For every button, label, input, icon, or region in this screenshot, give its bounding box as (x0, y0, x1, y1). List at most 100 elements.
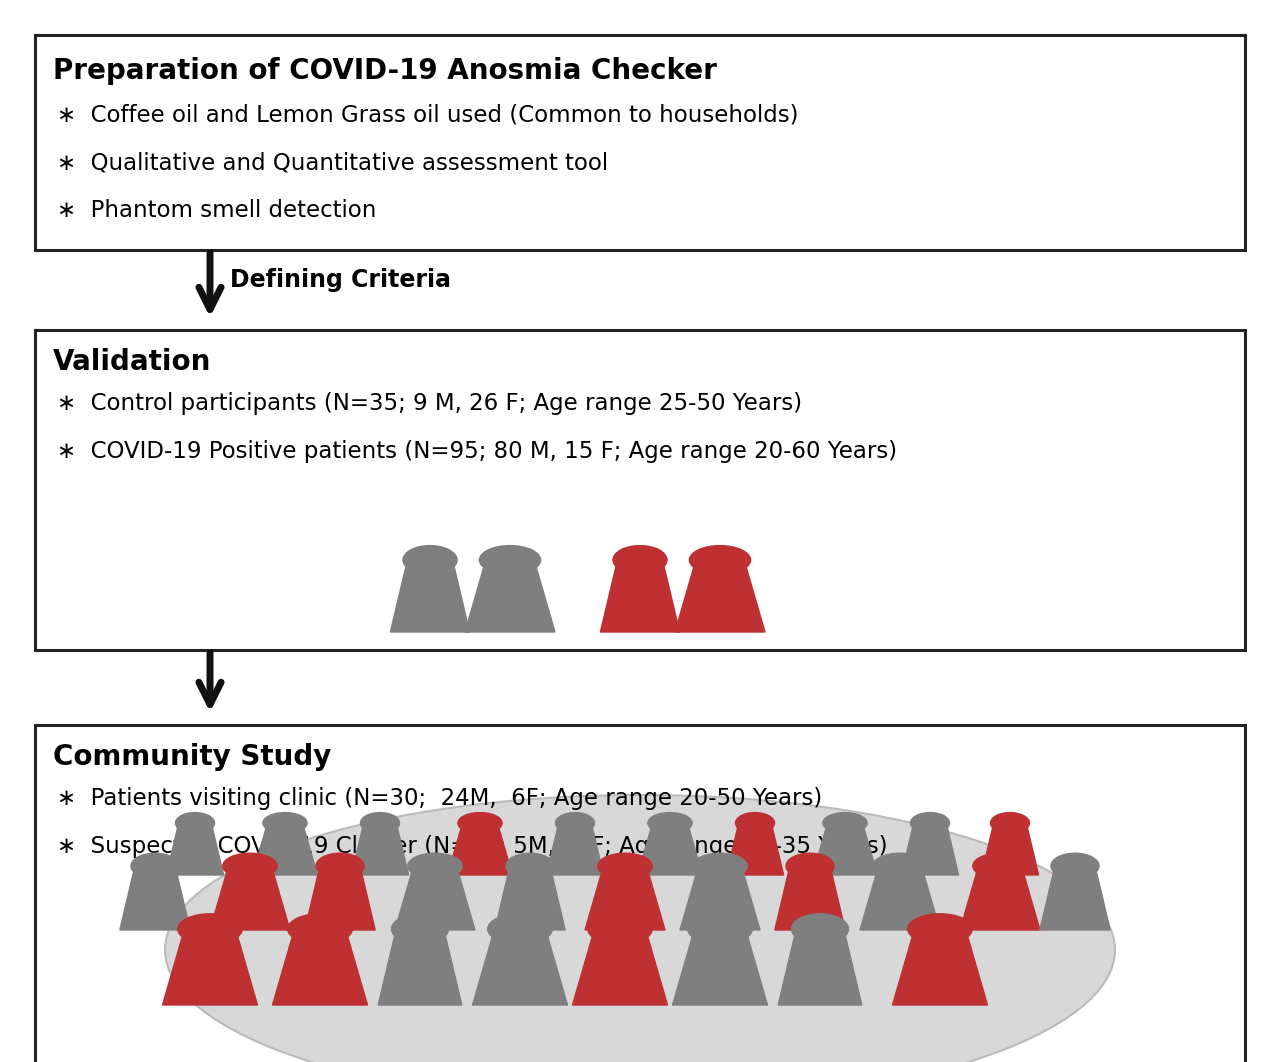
Polygon shape (663, 826, 677, 852)
Circle shape (273, 825, 298, 852)
Polygon shape (672, 932, 768, 1005)
Polygon shape (749, 826, 762, 852)
Circle shape (483, 826, 499, 843)
Ellipse shape (648, 812, 692, 834)
Ellipse shape (791, 913, 849, 944)
Circle shape (265, 826, 283, 843)
Circle shape (727, 886, 741, 901)
Polygon shape (637, 825, 703, 875)
Polygon shape (982, 825, 1038, 875)
Circle shape (438, 870, 460, 891)
Circle shape (908, 886, 922, 901)
Polygon shape (901, 825, 959, 875)
Polygon shape (421, 564, 439, 600)
Polygon shape (147, 870, 163, 902)
Circle shape (602, 870, 622, 891)
Circle shape (826, 826, 842, 843)
Circle shape (847, 826, 864, 843)
Polygon shape (474, 826, 486, 852)
Ellipse shape (556, 812, 594, 834)
Circle shape (672, 826, 690, 843)
Circle shape (704, 869, 736, 902)
Circle shape (602, 932, 639, 971)
Polygon shape (163, 932, 257, 1005)
Ellipse shape (692, 853, 748, 878)
Circle shape (515, 869, 547, 902)
Polygon shape (931, 933, 950, 971)
Polygon shape (803, 870, 818, 902)
Circle shape (728, 582, 744, 599)
Polygon shape (465, 564, 556, 632)
Ellipse shape (480, 546, 540, 575)
Circle shape (524, 933, 549, 958)
Ellipse shape (991, 812, 1029, 834)
Polygon shape (617, 870, 634, 902)
Circle shape (513, 565, 538, 588)
Circle shape (692, 565, 717, 588)
Polygon shape (279, 826, 292, 852)
Text: Preparation of COVID-19 Anosmia Checker: Preparation of COVID-19 Anosmia Checker (52, 57, 717, 85)
Text: ∗  Coffee oil and Lemon Grass oil used (Common to households): ∗ Coffee oil and Lemon Grass oil used (C… (58, 103, 799, 126)
Circle shape (253, 870, 274, 891)
Circle shape (1004, 870, 1024, 891)
Polygon shape (710, 933, 730, 971)
Circle shape (191, 932, 229, 971)
Polygon shape (992, 870, 1009, 902)
Polygon shape (631, 564, 649, 600)
Circle shape (234, 869, 266, 902)
Circle shape (324, 933, 348, 958)
Polygon shape (600, 564, 680, 632)
Text: Validation: Validation (52, 348, 211, 376)
Circle shape (628, 953, 645, 970)
Circle shape (442, 886, 457, 901)
Ellipse shape (908, 913, 973, 944)
Text: Community Study: Community Study (52, 743, 332, 771)
Circle shape (723, 870, 744, 891)
Circle shape (904, 870, 924, 891)
Circle shape (851, 839, 863, 851)
Bar (35, 35, 1245, 250)
Ellipse shape (288, 913, 352, 944)
Bar (35, 330, 1245, 650)
Ellipse shape (403, 546, 457, 575)
Polygon shape (611, 933, 630, 971)
Polygon shape (710, 564, 730, 600)
Circle shape (182, 825, 207, 852)
Circle shape (411, 870, 431, 891)
Ellipse shape (131, 853, 179, 878)
Polygon shape (778, 932, 861, 1005)
Text: ∗  Phantom smell detection: ∗ Phantom smell detection (58, 199, 376, 222)
Circle shape (977, 870, 997, 891)
Polygon shape (396, 869, 475, 930)
Circle shape (227, 870, 247, 891)
Circle shape (628, 870, 649, 891)
Circle shape (728, 953, 746, 970)
Polygon shape (1039, 869, 1110, 930)
Circle shape (801, 932, 838, 971)
Circle shape (401, 932, 439, 971)
Polygon shape (774, 869, 845, 930)
Ellipse shape (458, 812, 502, 834)
Circle shape (419, 869, 451, 902)
Circle shape (486, 839, 498, 851)
Polygon shape (166, 825, 224, 875)
Ellipse shape (687, 913, 753, 944)
Polygon shape (428, 870, 443, 902)
Ellipse shape (223, 853, 278, 878)
Polygon shape (511, 933, 530, 971)
Text: ∗  Qualitative and Quantitative assessment tool: ∗ Qualitative and Quantitative assessmen… (58, 151, 608, 174)
Circle shape (701, 564, 739, 600)
Circle shape (691, 933, 717, 958)
Circle shape (483, 565, 507, 588)
Circle shape (832, 825, 858, 852)
Circle shape (1059, 869, 1091, 902)
Polygon shape (352, 825, 408, 875)
Ellipse shape (316, 853, 364, 878)
Circle shape (609, 869, 641, 902)
Polygon shape (675, 564, 765, 632)
Circle shape (492, 933, 516, 958)
Circle shape (257, 886, 271, 901)
Ellipse shape (165, 795, 1115, 1062)
Circle shape (367, 825, 393, 852)
Polygon shape (252, 825, 317, 875)
